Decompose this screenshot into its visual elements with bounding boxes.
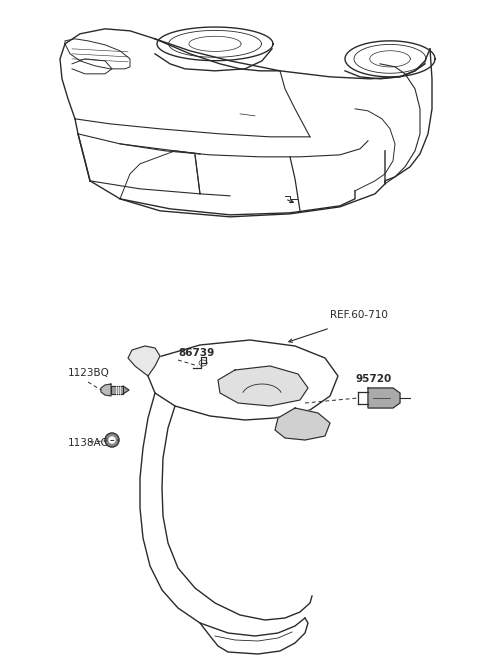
Circle shape bbox=[109, 437, 115, 443]
Polygon shape bbox=[123, 386, 129, 394]
Text: 1123BQ: 1123BQ bbox=[68, 368, 110, 378]
Polygon shape bbox=[148, 340, 338, 420]
Circle shape bbox=[105, 433, 119, 447]
Polygon shape bbox=[101, 384, 111, 396]
Text: 86739: 86739 bbox=[178, 348, 214, 358]
Text: 95720: 95720 bbox=[355, 374, 391, 384]
Polygon shape bbox=[368, 388, 400, 408]
Polygon shape bbox=[275, 408, 330, 440]
Polygon shape bbox=[200, 618, 308, 654]
Polygon shape bbox=[111, 386, 123, 394]
Polygon shape bbox=[128, 346, 160, 376]
Text: 1138AC: 1138AC bbox=[68, 438, 109, 448]
Text: REF.60-710: REF.60-710 bbox=[330, 310, 388, 320]
Polygon shape bbox=[218, 366, 308, 406]
